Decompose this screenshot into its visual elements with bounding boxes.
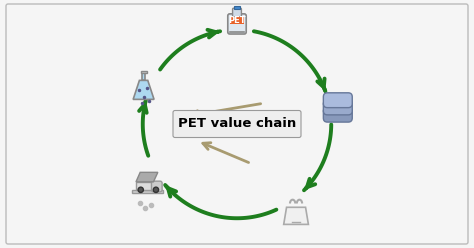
Bar <box>132 190 163 193</box>
FancyBboxPatch shape <box>173 111 301 137</box>
Bar <box>234 6 240 9</box>
FancyBboxPatch shape <box>323 100 352 115</box>
Bar <box>136 182 154 190</box>
Text: PET: PET <box>228 16 246 25</box>
FancyBboxPatch shape <box>323 93 352 108</box>
FancyBboxPatch shape <box>6 4 468 244</box>
FancyBboxPatch shape <box>152 181 162 192</box>
FancyBboxPatch shape <box>323 107 352 122</box>
Polygon shape <box>133 80 154 99</box>
FancyBboxPatch shape <box>228 14 246 34</box>
Bar <box>142 73 146 80</box>
Circle shape <box>153 187 159 192</box>
Polygon shape <box>136 172 158 182</box>
Text: PET value chain: PET value chain <box>178 118 296 130</box>
Polygon shape <box>284 207 309 224</box>
Circle shape <box>138 187 144 192</box>
FancyBboxPatch shape <box>233 8 241 17</box>
Bar <box>141 71 146 73</box>
Bar <box>230 17 244 24</box>
